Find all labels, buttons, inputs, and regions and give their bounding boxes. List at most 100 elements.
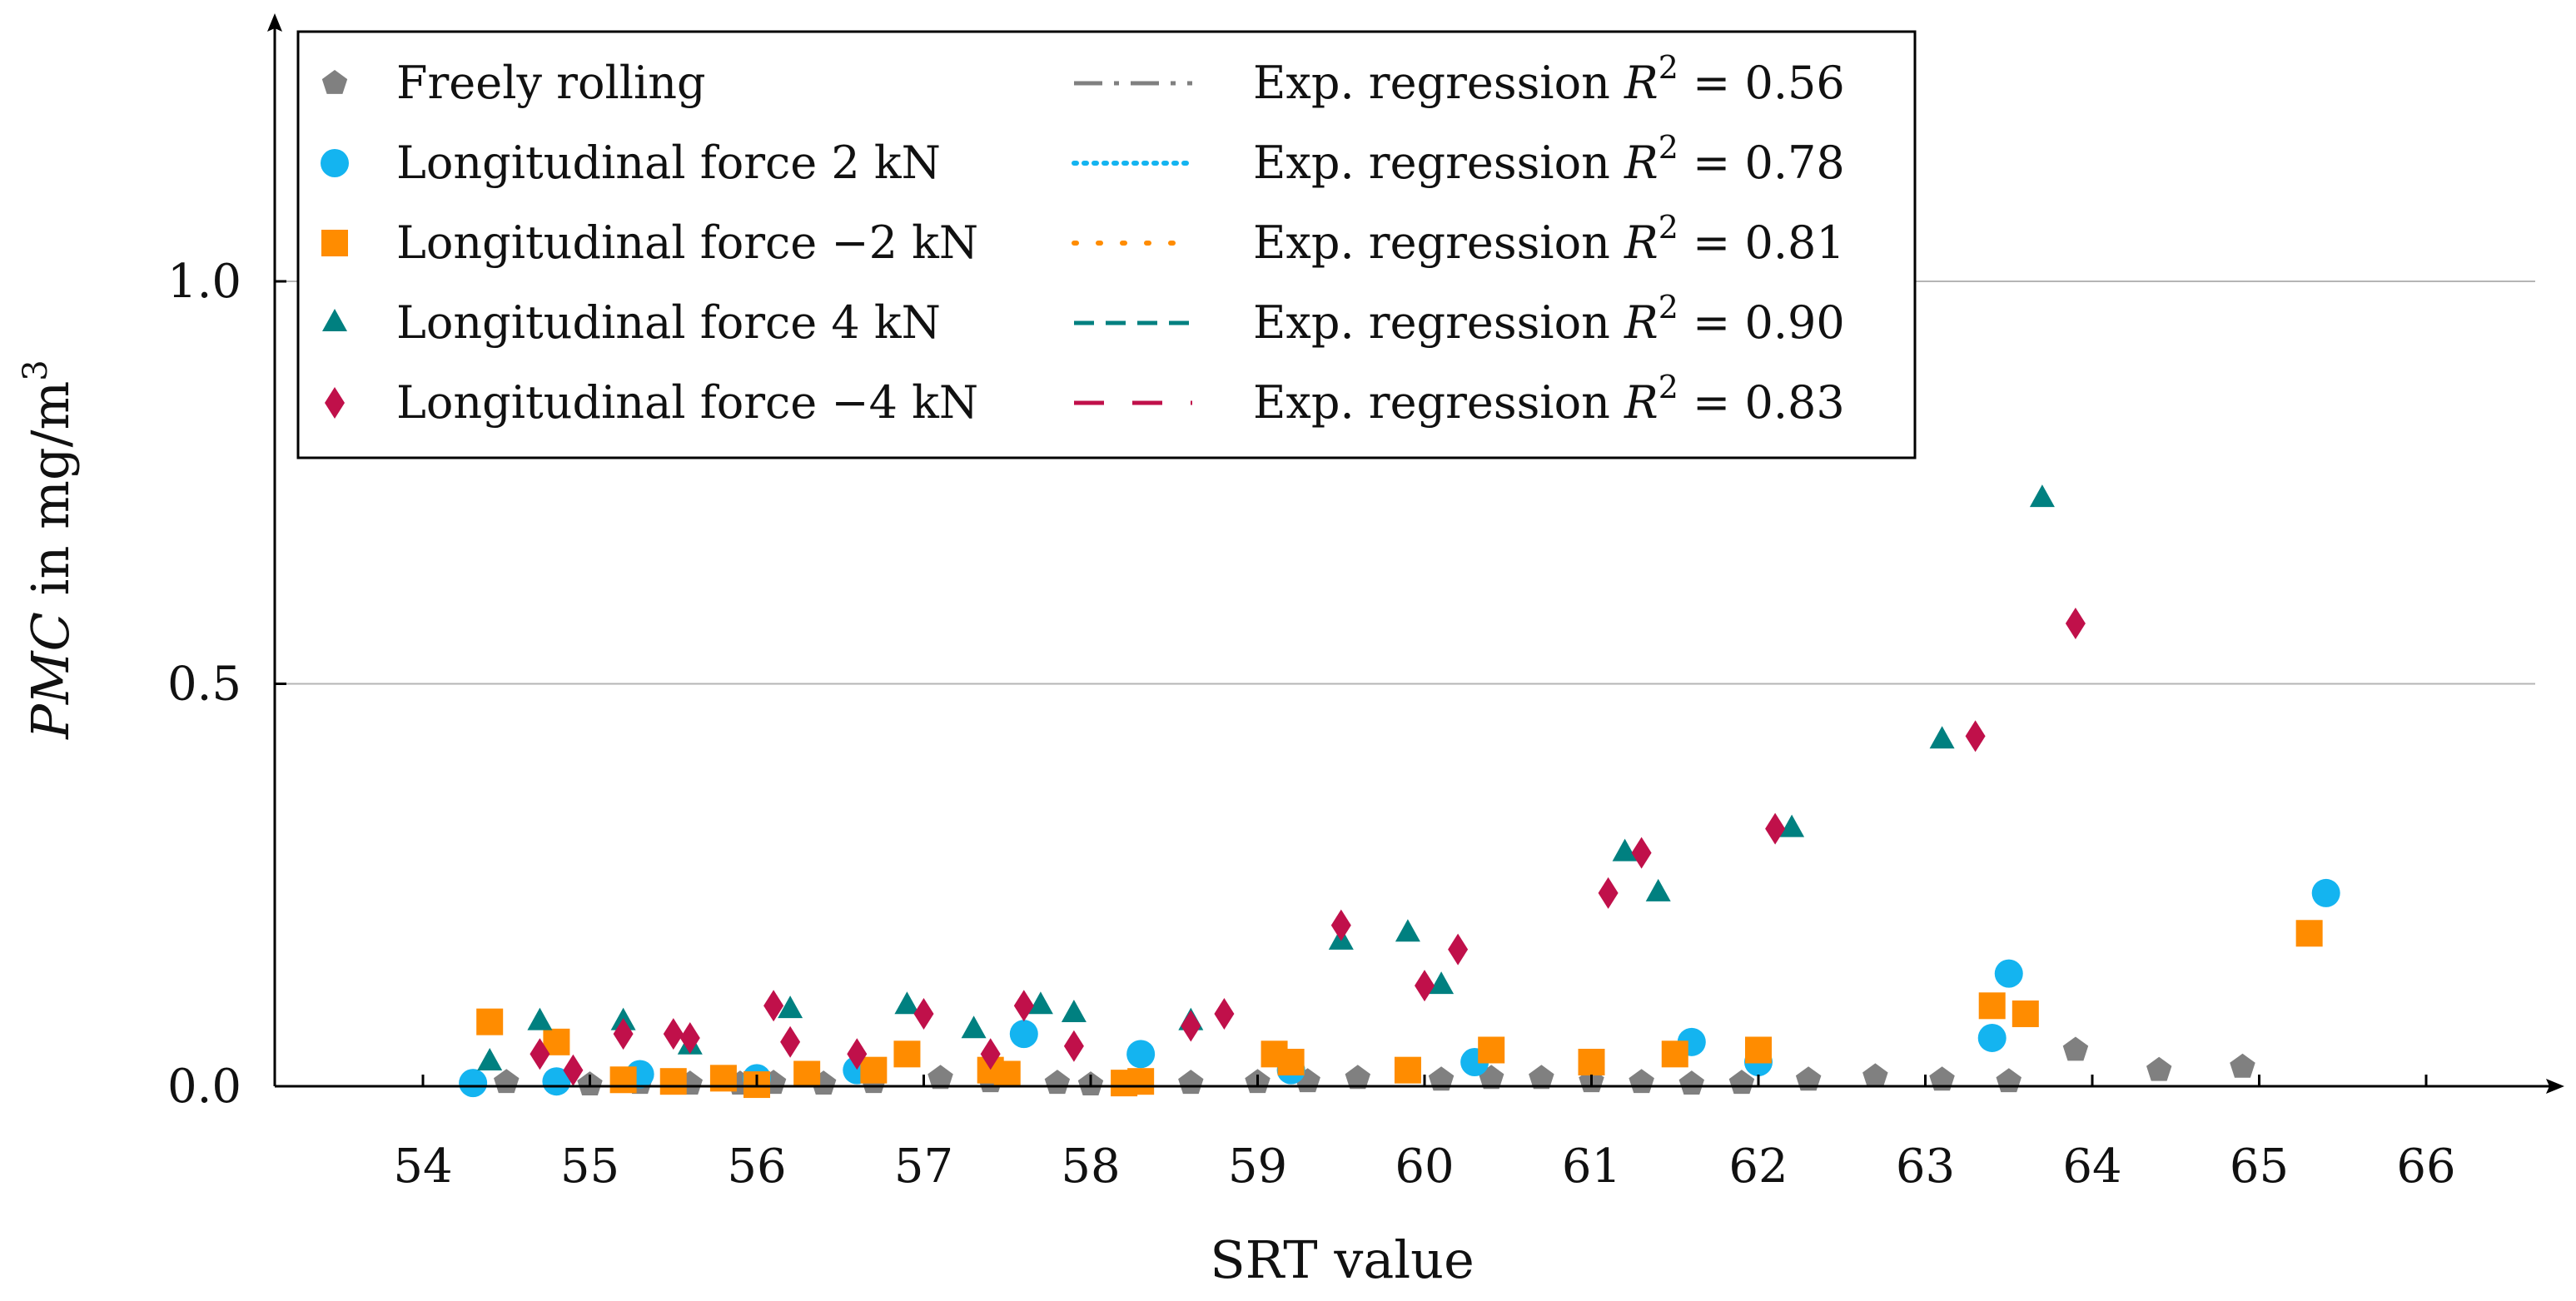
legend-scatter-entries: Freely rolling Longitudinal force 2 kN Lon… [321, 57, 978, 429]
point-s4-4 [679, 1022, 700, 1054]
data-points [459, 484, 2340, 1099]
point-s0-0 [494, 1069, 520, 1094]
y-axis-title-superscript: 3 [17, 360, 55, 380]
point-s2-18 [1661, 1040, 1688, 1068]
legend-marker-3 [322, 309, 347, 331]
point-s2-20 [1978, 992, 2006, 1020]
point-s4-5 [763, 990, 784, 1022]
point-s1-0 [459, 1069, 488, 1098]
legend: Freely rolling Longitudinal force 2 kN Lon… [296, 30, 1917, 459]
point-s0-19 [1529, 1065, 1554, 1090]
point-s3-11 [1395, 919, 1420, 942]
point-s2-10 [993, 1060, 1021, 1088]
point-s3-7 [1027, 991, 1053, 1015]
point-s2-22 [2295, 920, 2323, 947]
x-axis-ticks: 54 55 56 57 58 59 60 61 62 63 64 65 66 [393, 1075, 2456, 1194]
legend-label-4: Longitudinal force −4 kN [396, 376, 978, 429]
y-tick-label-2: 1.0 [167, 255, 241, 309]
point-s4-12 [1181, 1010, 1201, 1042]
y-axis-title: PMC in mg/m3 [17, 360, 81, 739]
x-tick-label-0: 54 [393, 1140, 452, 1194]
x-tick-label-1: 55 [560, 1140, 619, 1194]
point-s2-12 [1127, 1068, 1155, 1095]
point-s4-19 [1765, 812, 1786, 845]
point-s3-14 [1645, 878, 1671, 901]
point-s4-11 [1063, 1030, 1084, 1062]
point-s0-28 [2062, 1036, 2089, 1061]
point-s3-15 [1779, 814, 1805, 837]
point-s2-19 [1745, 1036, 1772, 1064]
point-s4-6 [780, 1025, 801, 1058]
point-s4-9 [980, 1038, 1001, 1070]
point-s0-25 [1862, 1063, 1888, 1088]
point-s4-21 [2065, 608, 2086, 639]
x-tick-label-8: 62 [1728, 1140, 1788, 1194]
x-axis-arrow [2546, 1079, 2564, 1094]
x-tick-label-6: 60 [1395, 1140, 1454, 1194]
point-s0-16 [1345, 1065, 1370, 1090]
point-s4-1 [563, 1054, 584, 1086]
x-tick-label-3: 57 [894, 1140, 953, 1194]
point-s4-8 [913, 998, 934, 1030]
legend-reg-label-2: Exp. regression R2 = 0.81 [1253, 209, 1845, 269]
point-s3-0 [477, 1048, 503, 1070]
point-s0-24 [1795, 1066, 1822, 1091]
point-s3-12 [1429, 971, 1455, 995]
legend-label-3: Longitudinal force 4 kN [396, 296, 941, 349]
point-s0-13 [1178, 1070, 1204, 1095]
point-s0-22 [1678, 1070, 1704, 1095]
legend-marker-0 [321, 70, 348, 94]
point-s4-15 [1415, 970, 1435, 1002]
x-tick-label-4: 58 [1061, 1140, 1120, 1194]
point-s2-14 [1277, 1048, 1305, 1075]
point-s4-18 [1631, 837, 1652, 869]
legend-label-1: Longitudinal force 2 kN [396, 137, 941, 189]
point-s0-26 [1929, 1066, 1955, 1091]
point-s4-13 [1214, 998, 1235, 1030]
point-s2-2 [609, 1066, 637, 1094]
point-s3-6 [961, 1015, 987, 1039]
point-s2-4 [709, 1065, 737, 1092]
point-s4-17 [1598, 876, 1619, 909]
point-s0-23 [1728, 1070, 1755, 1095]
legend-reg-label-4: Exp. regression R2 = 0.83 [1253, 369, 1845, 429]
point-s4-3 [663, 1018, 684, 1050]
y-axis-arrow [267, 13, 282, 32]
point-s2-16 [1478, 1036, 1505, 1064]
legend-label-2: Longitudinal force −2 kN [396, 216, 978, 269]
x-tick-label-12: 66 [2396, 1140, 2455, 1194]
point-s4-20 [1965, 720, 1986, 752]
point-s1-13 [2311, 878, 2340, 907]
y-tick-label-0: 0.0 [167, 1060, 241, 1114]
point-s4-2 [613, 1018, 634, 1050]
legend-marker-2 [321, 230, 348, 256]
legend-reg-label-0: Exp. regression R2 = 0.56 [1253, 49, 1845, 109]
point-s3-8 [1061, 1000, 1087, 1022]
point-s2-3 [659, 1068, 687, 1095]
y-axis-title-variable: PMC [20, 612, 81, 740]
point-s0-17 [1428, 1066, 1455, 1091]
point-s3-4 [778, 996, 803, 1019]
point-s1-6 [1126, 1040, 1156, 1069]
point-s1-11 [1977, 1023, 2007, 1052]
point-s0-10 [1044, 1070, 1071, 1095]
point-s1-12 [1994, 959, 2023, 988]
legend-label-0: Freely rolling [396, 57, 706, 109]
x-axis-title: SRT value [1210, 1229, 1474, 1290]
legend-marker-4 [325, 387, 345, 419]
x-tick-label-2: 56 [727, 1140, 786, 1194]
point-s4-14 [1330, 909, 1351, 941]
legend-reg-label-1: Exp. regression R2 = 0.78 [1253, 129, 1845, 189]
point-s2-15 [1394, 1056, 1421, 1084]
point-s4-10 [1013, 990, 1034, 1022]
legend-box [296, 30, 1917, 459]
legend-reg-label-3: Exp. regression R2 = 0.90 [1253, 289, 1845, 349]
point-s3-16 [1929, 726, 1955, 749]
point-s4-16 [1448, 933, 1469, 966]
axes [267, 13, 2564, 1094]
point-s3-13 [1612, 838, 1638, 862]
x-tick-label-5: 59 [1228, 1140, 1287, 1194]
point-s0-29 [2146, 1056, 2172, 1081]
point-s4-7 [847, 1038, 868, 1070]
